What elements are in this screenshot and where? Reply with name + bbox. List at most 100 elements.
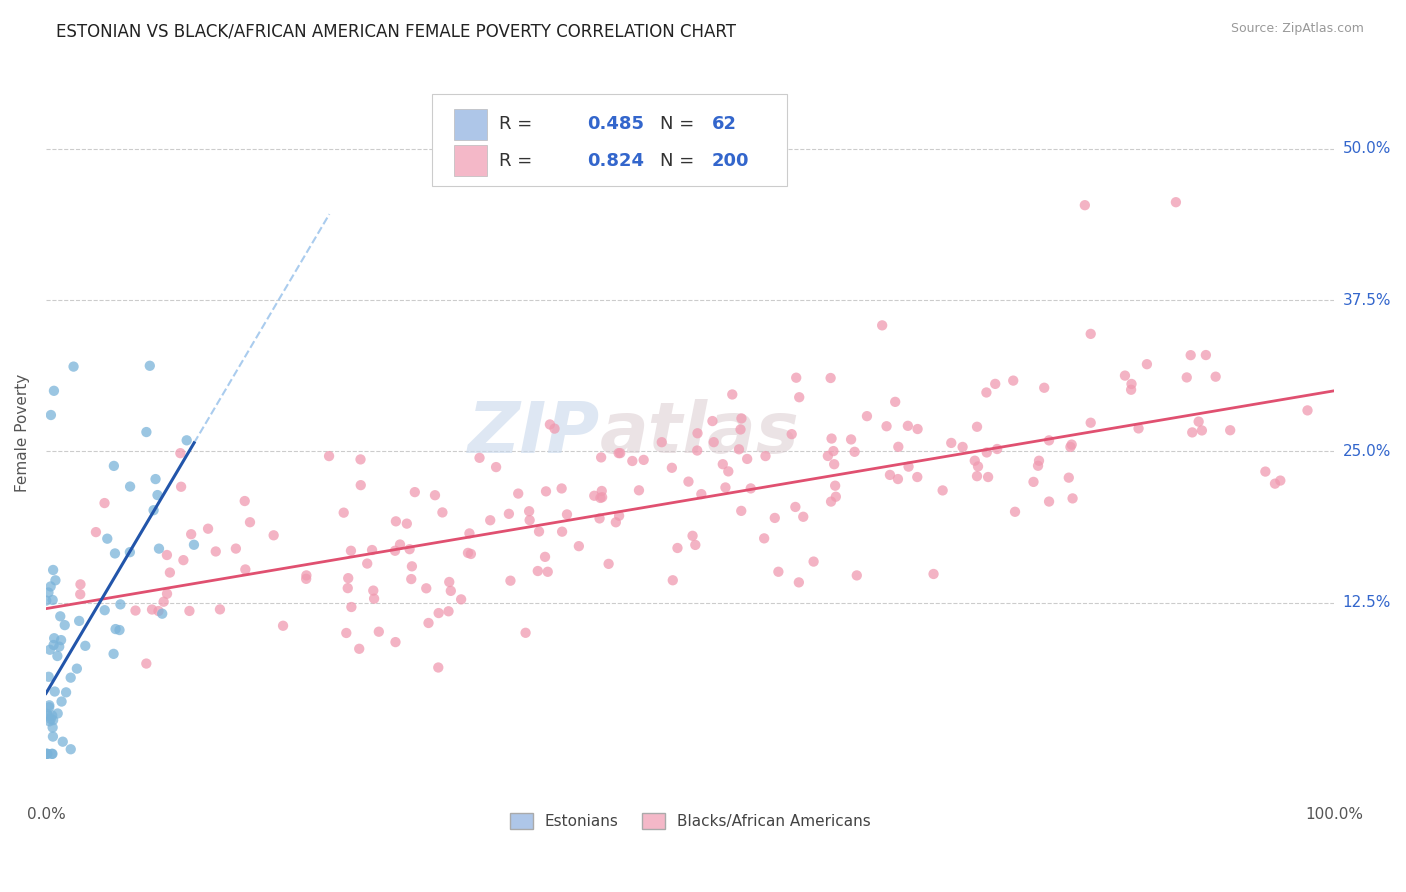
- Point: [225, 541, 247, 556]
- Point: [534, 484, 557, 499]
- Point: [239, 515, 262, 529]
- Text: 50.0%: 50.0%: [1343, 141, 1391, 156]
- Point: [460, 547, 482, 561]
- Text: N =: N =: [661, 152, 700, 170]
- Point: [42, 713, 65, 727]
- Point: [780, 427, 803, 442]
- Point: [384, 635, 406, 649]
- Point: [787, 575, 810, 590]
- Point: [263, 528, 285, 542]
- Point: [69, 587, 91, 601]
- Text: 12.5%: 12.5%: [1343, 595, 1391, 610]
- Point: [1038, 434, 1060, 448]
- Point: [633, 453, 655, 467]
- Point: [526, 564, 548, 578]
- Point: [479, 513, 502, 527]
- Text: atlas: atlas: [600, 399, 800, 467]
- Point: [401, 559, 423, 574]
- Point: [197, 522, 219, 536]
- Point: [740, 482, 762, 496]
- Point: [768, 565, 790, 579]
- Point: [385, 514, 408, 528]
- Point: [717, 464, 740, 478]
- Point: [350, 478, 373, 492]
- Point: [870, 318, 893, 333]
- FancyBboxPatch shape: [454, 109, 486, 140]
- Point: [728, 442, 751, 457]
- Point: [37, 747, 59, 761]
- Point: [498, 507, 520, 521]
- Point: [1004, 505, 1026, 519]
- Point: [785, 370, 807, 384]
- Point: [763, 511, 786, 525]
- Text: N =: N =: [661, 115, 700, 134]
- Point: [66, 662, 89, 676]
- Point: [427, 606, 450, 620]
- Point: [69, 577, 91, 591]
- Point: [41, 593, 63, 607]
- Point: [1195, 348, 1218, 362]
- Point: [295, 572, 318, 586]
- Point: [457, 546, 479, 560]
- Point: [678, 475, 700, 489]
- Point: [75, 639, 97, 653]
- Point: [686, 426, 709, 441]
- Point: [651, 435, 673, 450]
- Point: [551, 524, 574, 539]
- Point: [1136, 357, 1159, 371]
- Point: [555, 508, 578, 522]
- Point: [146, 488, 169, 502]
- Point: [568, 539, 591, 553]
- Point: [803, 555, 825, 569]
- Point: [110, 598, 132, 612]
- Point: [966, 469, 988, 483]
- Point: [84, 525, 107, 540]
- Point: [336, 581, 359, 595]
- Point: [367, 624, 389, 639]
- Point: [730, 504, 752, 518]
- Point: [1022, 475, 1045, 489]
- Point: [468, 450, 491, 465]
- Point: [156, 548, 179, 562]
- Text: 0.824: 0.824: [588, 152, 644, 170]
- FancyBboxPatch shape: [454, 145, 486, 177]
- Point: [1188, 415, 1211, 429]
- Point: [589, 491, 612, 505]
- Point: [44, 574, 66, 588]
- Point: [1121, 376, 1143, 391]
- Point: [67, 614, 90, 628]
- Point: [96, 532, 118, 546]
- Y-axis label: Female Poverty: Female Poverty: [15, 374, 30, 492]
- Point: [145, 472, 167, 486]
- Point: [1033, 381, 1056, 395]
- Point: [1270, 474, 1292, 488]
- Point: [591, 450, 613, 465]
- Point: [702, 414, 724, 428]
- Point: [820, 371, 842, 385]
- Point: [142, 503, 165, 517]
- Point: [169, 446, 191, 460]
- Point: [156, 587, 179, 601]
- Point: [59, 742, 82, 756]
- Point: [527, 524, 550, 539]
- Point: [966, 419, 988, 434]
- Point: [538, 417, 561, 432]
- Point: [42, 730, 65, 744]
- Point: [967, 459, 990, 474]
- Point: [591, 483, 613, 498]
- Point: [627, 483, 650, 498]
- Point: [976, 445, 998, 459]
- Point: [661, 460, 683, 475]
- Point: [662, 574, 685, 588]
- Point: [976, 385, 998, 400]
- Point: [432, 505, 454, 519]
- Point: [714, 480, 737, 494]
- Point: [356, 557, 378, 571]
- Point: [820, 432, 842, 446]
- Point: [1219, 423, 1241, 437]
- Point: [48, 640, 70, 654]
- Point: [172, 553, 194, 567]
- Point: [515, 625, 537, 640]
- Point: [817, 449, 839, 463]
- Point: [332, 506, 354, 520]
